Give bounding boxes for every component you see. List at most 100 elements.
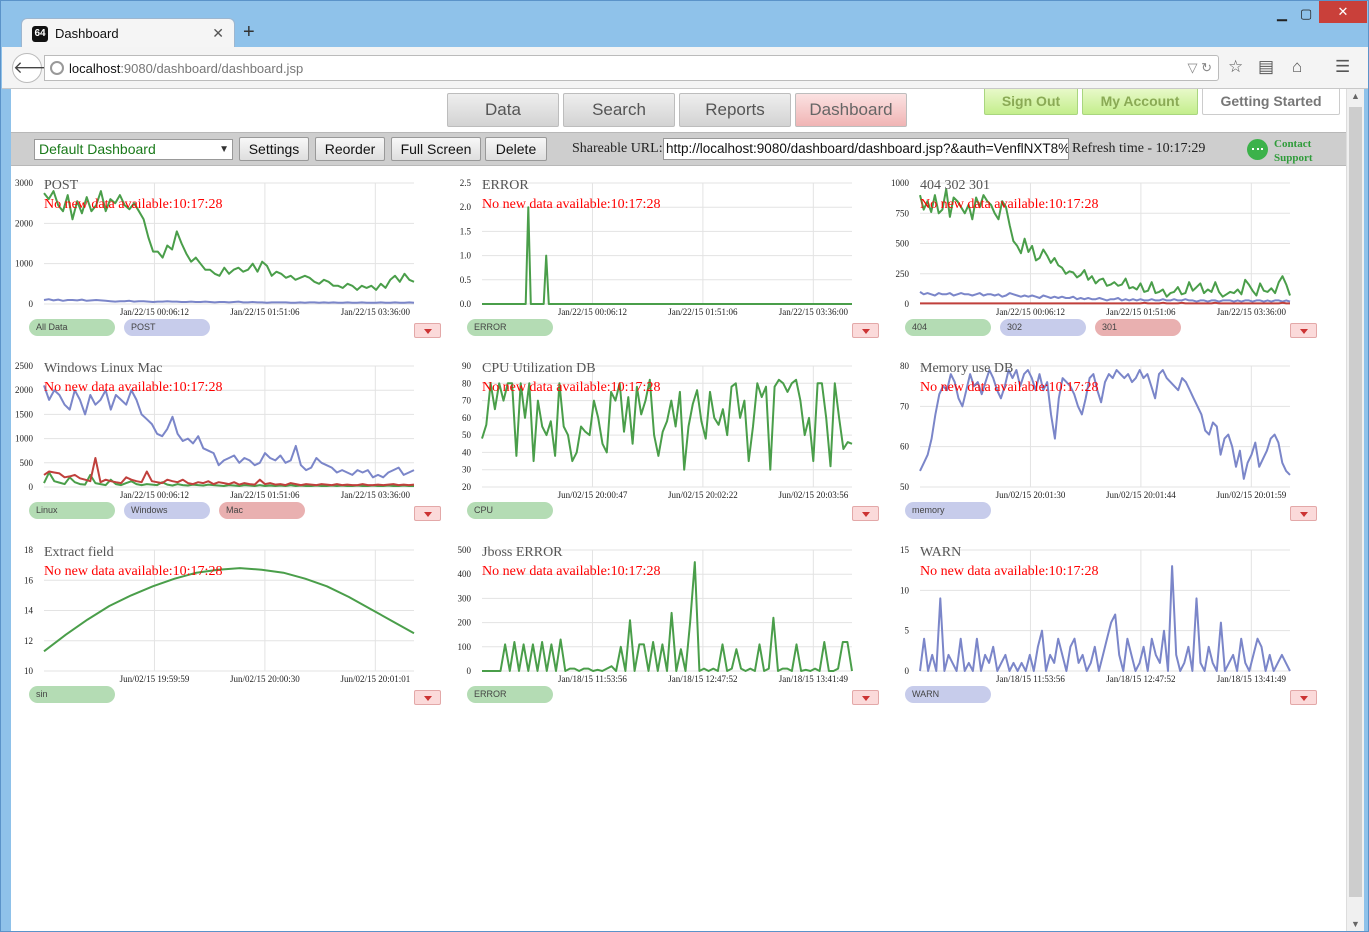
reorder-button[interactable]: Reorder bbox=[315, 137, 385, 161]
y-tick-label: 1000 bbox=[891, 178, 910, 188]
chart-menu-dropdown-icon[interactable] bbox=[852, 690, 879, 705]
legend-toggle-mac[interactable]: Mac bbox=[219, 502, 305, 519]
y-tick-label: 0 bbox=[29, 299, 34, 309]
tab-title: Dashboard bbox=[55, 26, 119, 41]
legend-toggle-error[interactable]: ERROR bbox=[467, 319, 553, 336]
x-tick-label: Jan/22/15 00:06:12 bbox=[120, 490, 189, 500]
globe-icon bbox=[50, 61, 64, 75]
y-tick-label: 18 bbox=[24, 545, 34, 555]
chart-menu-dropdown-icon[interactable] bbox=[414, 323, 441, 338]
series-line-301 bbox=[920, 301, 1290, 305]
x-tick-label: Jan/22/15 03:36:00 bbox=[1217, 307, 1287, 317]
x-tick-label: Jun/02/15 20:01:59 bbox=[1216, 490, 1286, 500]
close-tab-icon[interactable]: ✕ bbox=[212, 25, 224, 41]
chart-notice: No new data available:10:17:28 bbox=[44, 380, 222, 395]
full-screen-button[interactable]: Full Screen bbox=[391, 137, 481, 161]
scroll-up-icon[interactable]: ▲ bbox=[1351, 91, 1360, 101]
legend-toggle-all-data[interactable]: All Data bbox=[29, 319, 115, 336]
x-tick-label: Jan/22/15 03:36:00 bbox=[779, 307, 849, 317]
shareable-url-input[interactable]: http://localhost:9080/dashboard/dashboar… bbox=[663, 138, 1069, 160]
y-tick-label: 16 bbox=[24, 575, 34, 585]
chart-panel-error: 2.5 2.0 1.5 1.0 0.5 0.0 Jan/22/15 00:06:12 Jan/… bbox=[449, 177, 879, 359]
chart-notice: No new data available:10:17:28 bbox=[920, 197, 1098, 212]
chart-notice: No new data available:10:17:28 bbox=[482, 197, 660, 212]
legend-toggle-404[interactable]: 404 bbox=[905, 319, 991, 336]
y-tick-label: 0 bbox=[905, 666, 910, 676]
y-tick-label: 300 bbox=[458, 593, 472, 603]
y-tick-label: 2000 bbox=[15, 218, 34, 228]
x-tick-label: Jun/02/15 20:00:47 bbox=[558, 490, 628, 500]
chart-svg: 18 16 14 12 10 Jun/02/15 19:59:59 Jun/02/15 20… bbox=[24, 545, 415, 684]
minimize-icon[interactable]: ▁ bbox=[1277, 6, 1287, 21]
sign-out-button[interactable]: Sign Out bbox=[984, 89, 1078, 115]
legend-toggle-warn[interactable]: WARN bbox=[905, 686, 991, 703]
chart-menu-dropdown-icon[interactable] bbox=[414, 690, 441, 705]
series-line-sin bbox=[43, 567, 415, 653]
close-window-icon[interactable]: ✕ bbox=[1319, 1, 1367, 23]
delete-button[interactable]: Delete bbox=[485, 137, 547, 161]
legend-toggle-301[interactable]: 301 bbox=[1095, 319, 1181, 336]
legend-toggle-linux[interactable]: Linux bbox=[29, 502, 115, 519]
bookmark-star-icon[interactable]: ☆ bbox=[1228, 57, 1244, 76]
tab-data[interactable]: Data bbox=[447, 93, 559, 127]
maximize-icon[interactable]: ▢ bbox=[1300, 6, 1313, 21]
address-bar[interactable]: localhost:9080/dashboard/dashboard.jsp ▽… bbox=[44, 55, 1219, 81]
y-tick-label: 90 bbox=[462, 361, 472, 371]
contact-support-link[interactable]: Contact Support bbox=[1274, 137, 1313, 165]
y-tick-label: 1.5 bbox=[460, 226, 472, 236]
chart-notice: No new data available:10:17:28 bbox=[44, 197, 222, 212]
home-icon[interactable]: ⌂ bbox=[1292, 57, 1303, 76]
back-icon[interactable]: 🡐 bbox=[12, 53, 59, 83]
chart-menu-dropdown-icon[interactable] bbox=[1290, 323, 1317, 338]
new-tab-icon[interactable]: + bbox=[243, 21, 255, 43]
getting-started-button[interactable]: Getting Started bbox=[1202, 89, 1340, 115]
legend-toggle-sin[interactable]: sin bbox=[29, 686, 115, 703]
my-account-button[interactable]: My Account bbox=[1082, 89, 1198, 115]
browser-tab[interactable]: 64 Dashboard ✕ bbox=[21, 18, 235, 47]
chart-menu-dropdown-icon[interactable] bbox=[414, 506, 441, 521]
legend-toggle-cpu[interactable]: CPU bbox=[467, 502, 553, 519]
chart-menu-dropdown-icon[interactable] bbox=[852, 506, 879, 521]
reading-list-icon[interactable]: ▤ bbox=[1258, 57, 1275, 76]
chart-panel-post: 3000 2000 1000 0 Jan/22/15 00:06:12 Jan/22/15… bbox=[11, 177, 441, 359]
chat-icon[interactable] bbox=[1247, 139, 1268, 160]
url-path: :9080/dashboard/dashboard.jsp bbox=[120, 61, 304, 76]
x-tick-label: Jan/18/15 13:41:49 bbox=[779, 674, 849, 684]
chart-menu-dropdown-icon[interactable] bbox=[1290, 690, 1317, 705]
contact-text: Contact bbox=[1274, 138, 1312, 150]
y-tick-label: 250 bbox=[896, 269, 910, 279]
scrollbar-thumb[interactable] bbox=[1349, 107, 1362, 897]
chart-menu-dropdown-icon[interactable] bbox=[852, 323, 879, 338]
chart-menu-dropdown-icon[interactable] bbox=[1290, 506, 1317, 521]
tab-dashboard[interactable]: Dashboard bbox=[795, 93, 907, 127]
x-tick-label: Jan/22/15 00:06:12 bbox=[120, 307, 189, 317]
y-tick-label: 60 bbox=[462, 413, 472, 423]
legend-toggle-windows[interactable]: Windows bbox=[124, 502, 210, 519]
dashboard-select[interactable]: Default Dashboard ▼ bbox=[34, 139, 233, 160]
chart-panel-memory-use-db: 80 70 60 50 Jun/02/15 20:01:30 Jun/02/15 20:0… bbox=[887, 360, 1317, 542]
x-tick-label: Jun/02/15 19:59:59 bbox=[120, 674, 190, 684]
chart-title: Extract field bbox=[44, 545, 114, 560]
x-tick-label: Jan/18/15 13:41:49 bbox=[1217, 674, 1287, 684]
legend-toggle-memory[interactable]: memory bbox=[905, 502, 991, 519]
y-tick-label: 100 bbox=[458, 642, 472, 652]
settings-button[interactable]: Settings bbox=[239, 137, 309, 161]
tab-search[interactable]: Search bbox=[563, 93, 675, 127]
legend-toggle-302[interactable]: 302 bbox=[1000, 319, 1086, 336]
series-line-302 bbox=[919, 291, 1291, 303]
legend-toggle-post[interactable]: POST bbox=[124, 319, 210, 336]
tab-reports[interactable]: Reports bbox=[679, 93, 791, 127]
y-tick-label: 70 bbox=[900, 401, 910, 411]
menu-icon[interactable]: ☰ bbox=[1335, 57, 1351, 76]
y-tick-label: 2.0 bbox=[460, 202, 472, 212]
reload-icon[interactable]: ▽ ↻ bbox=[1187, 60, 1212, 75]
series-line-memory bbox=[919, 369, 1291, 480]
scroll-down-icon[interactable]: ▼ bbox=[1351, 919, 1360, 929]
chart-notice: No new data available:10:17:28 bbox=[920, 564, 1098, 579]
y-tick-label: 3000 bbox=[15, 178, 34, 188]
x-tick-label: Jan/22/15 00:06:12 bbox=[558, 307, 627, 317]
y-tick-label: 1500 bbox=[15, 409, 34, 419]
x-tick-label: Jun/02/15 20:01:01 bbox=[340, 674, 410, 684]
legend-toggle-error[interactable]: ERROR bbox=[467, 686, 553, 703]
vertical-scrollbar[interactable]: ▲ ▼ bbox=[1346, 89, 1364, 931]
